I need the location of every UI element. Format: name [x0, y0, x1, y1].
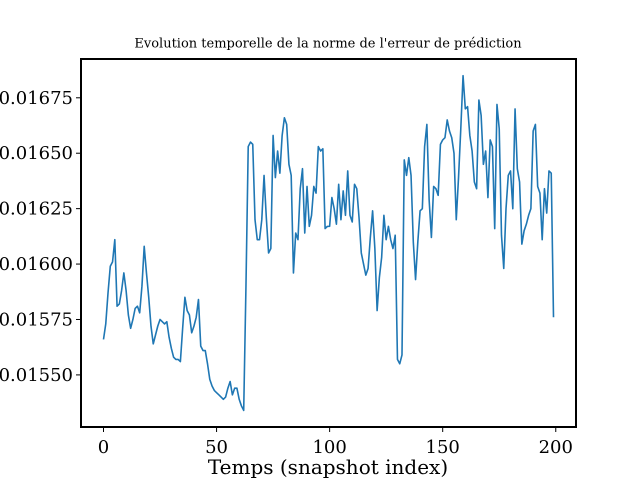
y-tick-label: 0.01650	[0, 143, 73, 164]
chart-title: Evolution temporelle de la norme de l'er…	[134, 37, 522, 52]
x-tick-label: 0	[98, 437, 109, 458]
x-tick-label: 50	[205, 437, 228, 458]
x-tick-label: 150	[426, 437, 460, 458]
y-tick-label: 0.01575	[0, 309, 73, 330]
y-tick-label: 0.01550	[0, 365, 73, 386]
y-tick-label: 0.01625	[0, 199, 73, 220]
y-tick-label: 0.01600	[0, 254, 73, 275]
x-tick-label: 200	[539, 437, 573, 458]
data-line	[102, 74, 555, 412]
x-axis-label: Temps (snapshot index)	[208, 455, 448, 479]
x-tick-label: 100	[312, 437, 346, 458]
y-tick-label: 0.01675	[0, 88, 73, 109]
plot-frame	[80, 58, 577, 428]
